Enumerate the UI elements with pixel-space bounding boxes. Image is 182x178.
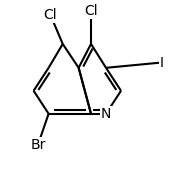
Text: N: N: [101, 107, 111, 121]
Text: Br: Br: [30, 138, 46, 152]
Text: Cl: Cl: [84, 4, 98, 18]
Text: I: I: [160, 56, 164, 69]
Text: Cl: Cl: [43, 8, 57, 22]
